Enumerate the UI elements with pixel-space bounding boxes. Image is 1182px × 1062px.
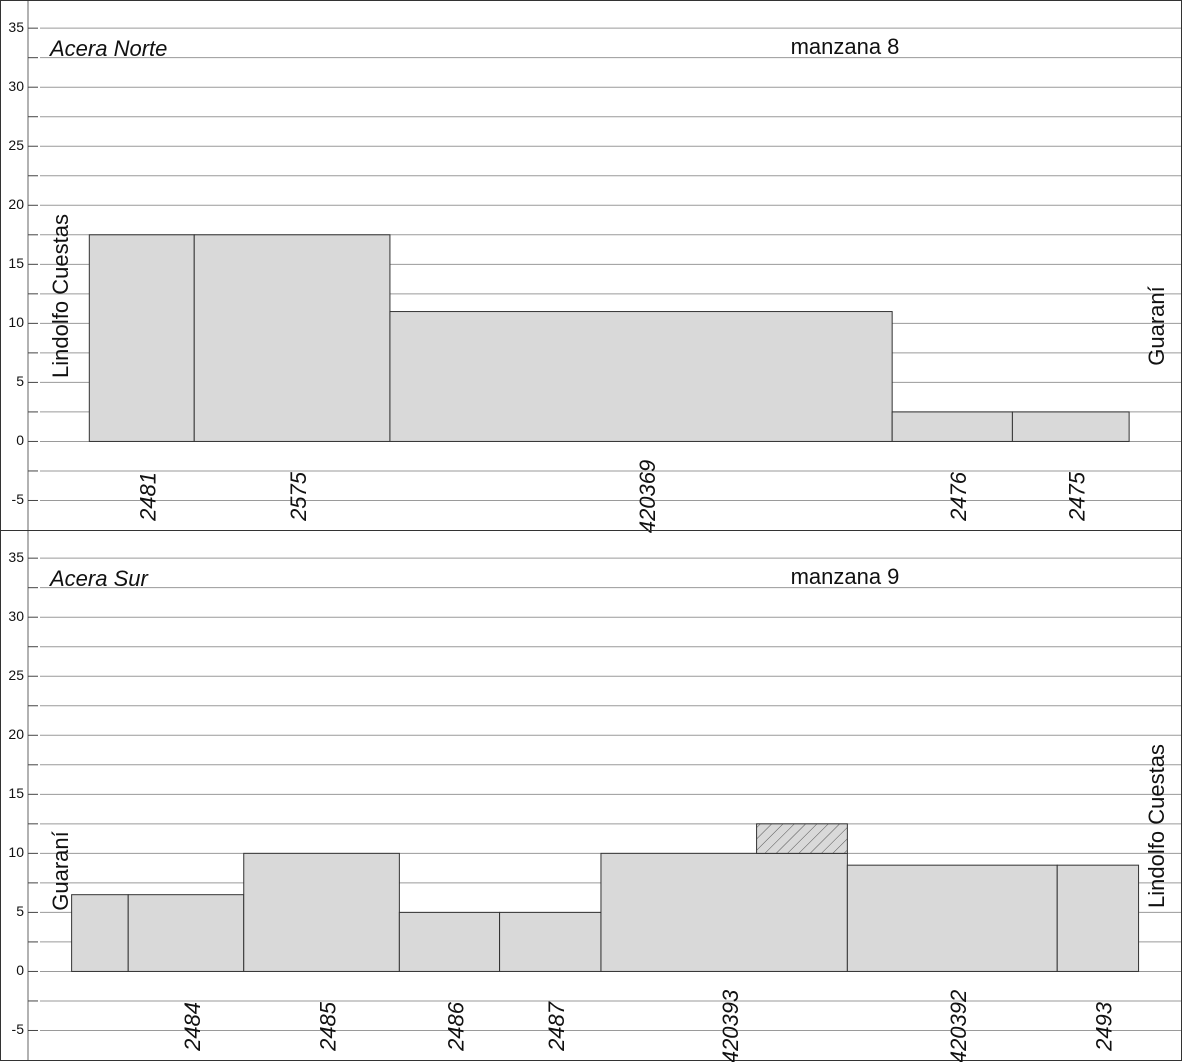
bar [499, 911, 602, 972]
y-tick-label: -5 [12, 491, 25, 507]
y-tick-label: 30 [8, 78, 24, 94]
bar [243, 852, 400, 972]
bar [127, 894, 245, 972]
bar-label: 2481 [136, 472, 161, 522]
bar-label: 2476 [946, 471, 971, 522]
bar-label: 2485 [315, 1001, 340, 1052]
y-tick-label: 10 [8, 314, 24, 330]
bar-label: 2487 [544, 1001, 569, 1052]
panel-subtitle: Acera Norte [48, 36, 167, 61]
y-tick-label: -5 [12, 1021, 25, 1037]
panel-title: manzana 8 [791, 34, 900, 59]
y-tick-label: 25 [8, 667, 24, 683]
right-street-label: Guaraní [1144, 286, 1169, 366]
bar-label: 420392 [946, 990, 971, 1062]
y-tick-label: 0 [16, 962, 24, 978]
left-street-label: Lindolfo Cuestas [48, 214, 73, 378]
y-tick-label: 20 [8, 726, 24, 742]
bar [193, 234, 391, 442]
y-tick-label: 10 [8, 844, 24, 860]
bar [891, 411, 1013, 442]
y-tick-label: 5 [16, 373, 24, 389]
bar [71, 894, 129, 972]
bar-label: 2475 [1065, 471, 1090, 522]
y-tick-label: 5 [16, 903, 24, 919]
y-tick-label: 0 [16, 432, 24, 448]
panel-frame [0, 530, 1182, 1061]
left-street-label: Guaraní [48, 831, 73, 911]
bar [88, 234, 195, 442]
y-tick-label: 20 [8, 196, 24, 212]
right-street-label: Lindolfo Cuestas [1144, 744, 1169, 908]
bar [398, 911, 501, 972]
panel-title: manzana 9 [791, 564, 900, 589]
panel-subtitle: Acera Sur [48, 566, 149, 591]
y-tick-label: 35 [8, 19, 24, 35]
bar-label: 2484 [180, 1002, 205, 1052]
y-tick-label: 30 [8, 608, 24, 624]
bar [600, 852, 848, 972]
bar-label: 420393 [718, 989, 743, 1062]
bar-label: 2493 [1092, 1001, 1117, 1052]
y-tick-label: 35 [8, 549, 24, 565]
y-tick-label: 25 [8, 137, 24, 153]
hatched-block [756, 823, 848, 854]
bar [1056, 864, 1140, 972]
bar [389, 311, 893, 442]
y-tick-label: 15 [8, 785, 24, 801]
bar [846, 864, 1058, 972]
bar-label: 420369 [635, 460, 660, 533]
bar [1011, 411, 1130, 442]
bar-label: 2486 [443, 1001, 468, 1052]
y-tick-label: 15 [8, 255, 24, 271]
bar-label: 2575 [286, 471, 311, 522]
